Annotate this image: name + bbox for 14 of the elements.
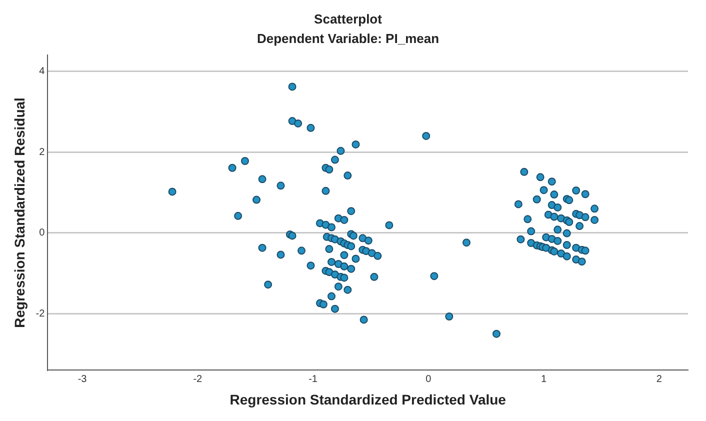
x-tick-label: 0 xyxy=(426,374,432,385)
y-tick-label: 0 xyxy=(39,228,46,239)
chart-title: Scatterplot xyxy=(314,11,383,26)
x-tick-label: -1 xyxy=(308,374,318,385)
x-tick-label: -2 xyxy=(193,374,203,385)
x-axis-title: Regression Standardized Predicted Value xyxy=(230,391,506,408)
chart-subtitle: Dependent Variable: PI_mean xyxy=(256,30,440,46)
y-tick-label: 4 xyxy=(39,66,46,78)
y-tick-label: -2 xyxy=(36,308,46,320)
y-axis-title: Regression Standardized Residual xyxy=(11,98,28,328)
x-tick-label: 2 xyxy=(656,374,662,385)
x-tick-label: -3 xyxy=(78,374,88,385)
x-tick-label: 1 xyxy=(541,374,548,385)
y-tick-label: 2 xyxy=(39,146,46,158)
